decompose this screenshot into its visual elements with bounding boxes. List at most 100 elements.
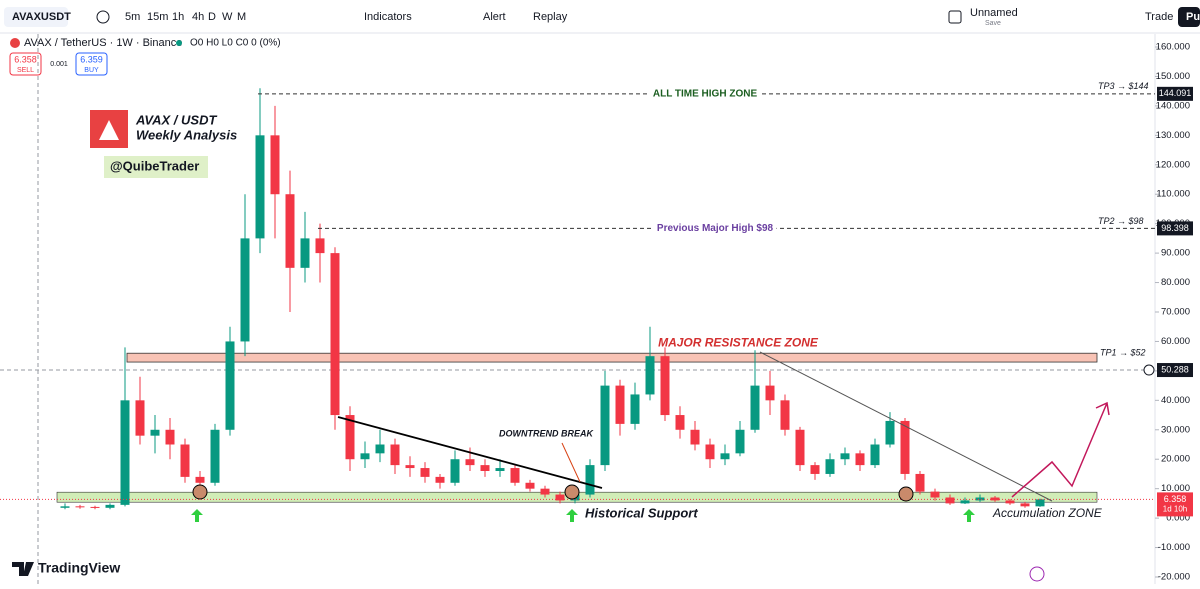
up-arrow: [191, 509, 203, 522]
interval[interactable]: 5m: [125, 11, 140, 23]
candle-body: [885, 420, 895, 445]
last-price-tag: [1157, 492, 1193, 517]
candle-body: [690, 429, 700, 445]
y-tick-label: 30.000: [1161, 424, 1190, 435]
candle-body: [105, 504, 115, 508]
price-tag-text: 144.091: [1159, 88, 1192, 98]
resistance-label: MAJOR RESISTANCE ZONE: [658, 335, 819, 349]
annotation: DOWNTREND BREAK: [499, 428, 594, 438]
candle-body: [435, 476, 445, 483]
candle-body: [630, 394, 640, 424]
candle-body: [705, 444, 715, 460]
y-tick-label: 130.000: [1156, 130, 1190, 141]
candle-body: [345, 415, 355, 460]
candle-body: [615, 385, 625, 424]
candle-body: [585, 465, 595, 495]
interval[interactable]: 4h: [192, 11, 204, 23]
y-tick-label: 140.000: [1156, 100, 1190, 111]
candle-body: [540, 488, 550, 495]
candle-body: [645, 356, 655, 395]
y-tick-label: 80.000: [1161, 277, 1190, 288]
price-tag: [1157, 221, 1193, 236]
downtrend-line: [337, 416, 603, 489]
layout-name[interactable]: Unnamed: [970, 7, 1018, 19]
replay[interactable]: Replay: [533, 11, 568, 23]
candle-body: [930, 491, 940, 498]
price-tag-text: 98.398: [1161, 223, 1189, 233]
last-price-text: 6.358: [1164, 494, 1187, 504]
countdown: 1d 10h: [1163, 504, 1187, 513]
candle-body: [720, 453, 730, 460]
level-label: ALL TIME HIGH ZONE: [653, 88, 758, 99]
y-tick-label: 150.000: [1156, 71, 1190, 82]
sell-label[interactable]: SELL: [17, 67, 34, 74]
label-bg: [653, 223, 777, 235]
sell-button[interactable]: [9, 52, 42, 76]
alert[interactable]: Alert: [483, 11, 506, 23]
handle-box: [104, 156, 208, 178]
buy-price[interactable]: 6.359: [80, 54, 103, 64]
interval[interactable]: D: [208, 11, 216, 23]
candle-body: [1005, 500, 1015, 504]
candle-body: [675, 415, 685, 430]
candle-body: [765, 385, 775, 401]
candle-body: [120, 400, 130, 505]
publish[interactable]: Pu: [1186, 11, 1200, 23]
callout-arrow: [561, 442, 581, 483]
target-label: TP1 → $52: [1100, 348, 1146, 358]
candle-body: [465, 459, 475, 466]
touch-marker: [564, 484, 580, 500]
resistance-trendline: [759, 351, 1053, 502]
candle-body: [255, 135, 265, 239]
add-symbol[interactable]: [96, 10, 110, 24]
save[interactable]: Save: [985, 20, 1001, 27]
candle-body: [360, 453, 370, 460]
crosshair-tag: [1157, 363, 1193, 378]
y-tick-label: 40.000: [1161, 395, 1190, 406]
candle-body: [600, 385, 610, 466]
y-tick-label: 70.000: [1161, 307, 1190, 318]
flash-icon[interactable]: [1029, 566, 1045, 582]
interval[interactable]: 1h: [172, 11, 184, 23]
candle-body: [735, 429, 745, 454]
candle-body: [975, 497, 985, 501]
candle-body: [405, 465, 415, 469]
y-tick-label: 20.000: [1161, 454, 1190, 465]
symbol[interactable]: AVAXUSDT: [12, 11, 71, 23]
candle-body: [795, 429, 805, 466]
tv-logo: [12, 562, 34, 576]
candle-body: [1035, 499, 1045, 507]
support-label: Historical Support: [585, 505, 698, 520]
candle-body: [495, 468, 505, 471]
y-tick-label: 90.000: [1161, 248, 1190, 259]
candle-body: [60, 506, 70, 508]
crosshair-tag-text: 50.288: [1161, 364, 1189, 374]
y-tick-label: -10.000: [1158, 542, 1190, 553]
coin-icon: [10, 38, 20, 48]
target-label: TP2 → $98: [1098, 216, 1144, 226]
candle-body: [420, 468, 430, 477]
touch-marker: [192, 484, 208, 500]
indicators[interactable]: Indicators: [364, 11, 412, 23]
footer-brand: TradingView: [38, 560, 120, 576]
label-bg: [649, 88, 761, 100]
headline: AVAX / USDT: [135, 112, 217, 127]
symbol-box[interactable]: [4, 7, 68, 27]
interval[interactable]: M: [237, 11, 246, 23]
sell-price[interactable]: 6.358: [14, 54, 37, 64]
buy-label[interactable]: BUY: [84, 67, 99, 74]
y-tick-label: 110.000: [1156, 189, 1190, 200]
layout-icon[interactable]: [948, 10, 962, 24]
candle-body: [945, 497, 955, 504]
handle: @QuibeTrader: [110, 158, 199, 173]
publish-box[interactable]: [1178, 7, 1200, 27]
candle-body: [150, 429, 160, 436]
candle-body: [195, 476, 205, 483]
buy-button[interactable]: [75, 52, 108, 76]
interval[interactable]: 15m: [147, 11, 168, 23]
interval[interactable]: W: [222, 11, 233, 23]
market-status: [176, 40, 182, 46]
candle-body: [750, 385, 760, 430]
trade[interactable]: Trade: [1145, 11, 1173, 23]
